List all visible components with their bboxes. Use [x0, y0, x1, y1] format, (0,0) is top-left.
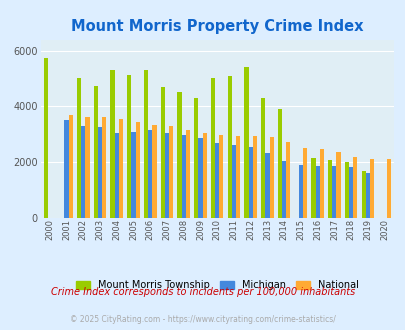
- Bar: [361, 171, 365, 218]
- Bar: [227, 76, 231, 218]
- Bar: [185, 130, 190, 218]
- Text: Crime Index corresponds to incidents per 100,000 inhabitants: Crime Index corresponds to incidents per…: [51, 287, 354, 297]
- Bar: [386, 159, 390, 218]
- Bar: [265, 153, 269, 218]
- Bar: [194, 98, 198, 218]
- Bar: [302, 148, 307, 218]
- Bar: [131, 132, 135, 218]
- Bar: [352, 156, 356, 218]
- Bar: [77, 78, 81, 218]
- Bar: [281, 161, 286, 218]
- Bar: [148, 130, 152, 218]
- Bar: [365, 173, 369, 218]
- Bar: [181, 135, 185, 218]
- Legend: Mount Morris Township, Michigan, National: Mount Morris Township, Michigan, Nationa…: [72, 276, 362, 294]
- Bar: [202, 133, 206, 218]
- Bar: [110, 70, 114, 218]
- Bar: [269, 137, 273, 218]
- Bar: [327, 160, 331, 218]
- Title: Mount Morris Property Crime Index: Mount Morris Property Crime Index: [71, 19, 362, 34]
- Bar: [311, 158, 315, 218]
- Bar: [102, 117, 106, 218]
- Bar: [68, 115, 72, 218]
- Bar: [369, 159, 373, 218]
- Bar: [260, 98, 265, 218]
- Bar: [144, 70, 148, 218]
- Bar: [211, 78, 215, 218]
- Bar: [331, 166, 336, 218]
- Bar: [177, 92, 181, 218]
- Bar: [98, 127, 102, 218]
- Text: © 2025 CityRating.com - https://www.cityrating.com/crime-statistics/: © 2025 CityRating.com - https://www.city…: [70, 315, 335, 324]
- Bar: [160, 87, 164, 218]
- Bar: [85, 117, 90, 218]
- Bar: [231, 145, 235, 218]
- Bar: [319, 149, 323, 218]
- Bar: [298, 165, 302, 218]
- Bar: [248, 147, 252, 218]
- Bar: [336, 152, 340, 218]
- Bar: [114, 133, 119, 218]
- Bar: [348, 167, 352, 218]
- Bar: [81, 126, 85, 218]
- Bar: [315, 166, 319, 218]
- Bar: [198, 139, 202, 218]
- Bar: [215, 143, 219, 218]
- Bar: [43, 58, 48, 218]
- Bar: [119, 119, 123, 218]
- Bar: [219, 135, 223, 218]
- Bar: [127, 75, 131, 218]
- Bar: [94, 86, 98, 218]
- Bar: [244, 67, 248, 218]
- Bar: [286, 142, 290, 218]
- Bar: [152, 125, 156, 218]
- Bar: [168, 126, 173, 218]
- Bar: [164, 133, 168, 218]
- Bar: [344, 162, 348, 218]
- Bar: [135, 122, 139, 218]
- Bar: [64, 120, 68, 218]
- Bar: [252, 136, 256, 218]
- Bar: [277, 109, 281, 218]
- Bar: [235, 136, 240, 218]
